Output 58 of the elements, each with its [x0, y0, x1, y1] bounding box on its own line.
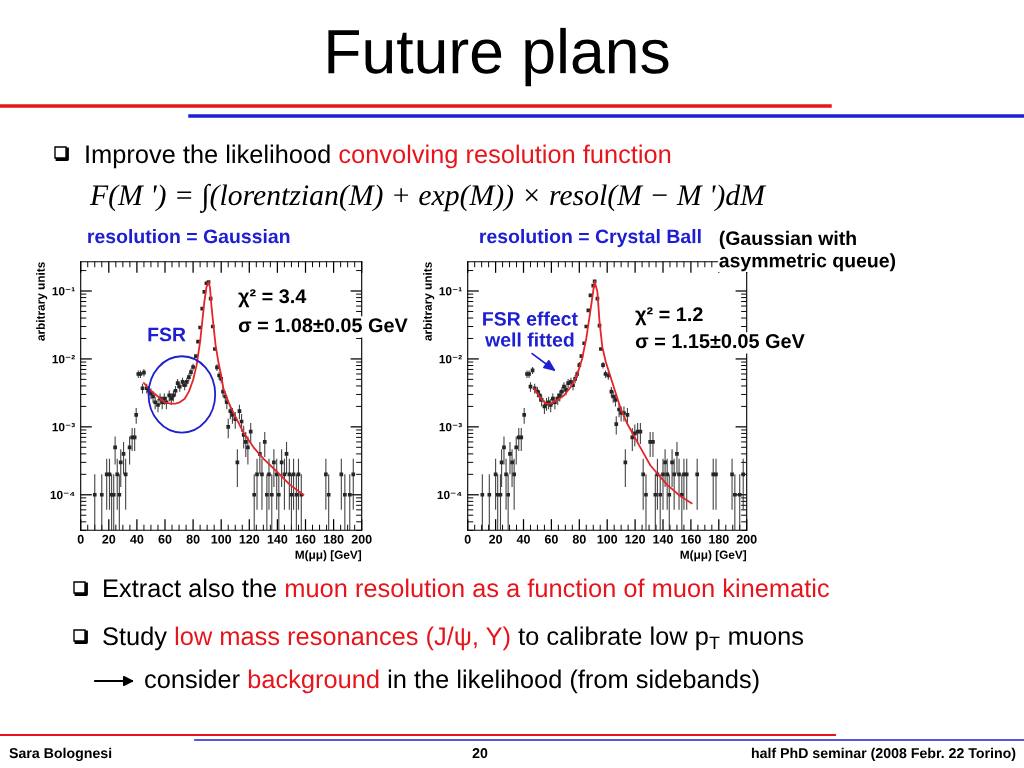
- x-tick-label: 0: [77, 534, 84, 544]
- x-tick-label: 160: [295, 534, 316, 544]
- text: low mass resonances (J/ψ, Υ): [175, 626, 510, 651]
- x-tick-label: 80: [572, 534, 586, 544]
- text: Study: [103, 626, 167, 651]
- y-tick-label: 10⁻²: [439, 354, 462, 364]
- text: Sara Bolognesi: [9, 747, 112, 761]
- x-axis-title: M(μμ) [GeV]: [680, 550, 747, 562]
- x-tick-label: 60: [158, 534, 172, 544]
- chart-title: resolution = Gaussian: [88, 229, 290, 244]
- x-tick-label: 160: [681, 534, 701, 544]
- x-tick-label: 180: [709, 534, 729, 544]
- x-tick-label: 140: [267, 534, 288, 544]
- x-tick-label: 80: [186, 534, 200, 544]
- x-tick-label: 20: [489, 534, 503, 544]
- x-axis-title: M(μμ) [GeV]: [295, 550, 362, 562]
- text: F(M ') = ∫(lorentzian(M) + exp(M)) × resol(M − M ')dM: [89, 183, 767, 213]
- x-tick-label: 180: [323, 534, 344, 544]
- text: Improve the likelihood: [86, 144, 330, 169]
- x-tick-label: 40: [130, 534, 144, 544]
- text: Extract also the: [104, 578, 277, 598]
- chart-title: resolution = Crystal Ball: [480, 229, 701, 248]
- y-tick-label: 10⁻¹: [52, 287, 75, 296]
- y-tick-label: 10⁻⁴: [50, 490, 75, 500]
- text: (Gaussian with asymmetric queue): [719, 230, 896, 272]
- x-tick-label: 0: [464, 534, 471, 544]
- text: consider: [145, 669, 240, 689]
- text: half PhD seminar (2008 Febr. 22 Torino): [751, 747, 1016, 761]
- text: muon resolution as a function of muon kinematic: [285, 578, 829, 598]
- x-tick-label: 120: [625, 534, 646, 544]
- annotation: σ = 1.15±0.05 GeV: [635, 334, 805, 349]
- x-tick-label: 120: [239, 534, 260, 544]
- y-axis-title: arbitrary units: [36, 262, 48, 341]
- x-tick-label: 200: [736, 534, 757, 544]
- y-tick-label: 10⁻¹: [439, 287, 462, 296]
- text: in the likelihood (from sidebands): [388, 669, 759, 694]
- annotation: χ² = 1.2: [635, 307, 703, 326]
- x-tick-label: 40: [516, 534, 530, 544]
- x-tick-label: 200: [351, 534, 372, 544]
- annotation: FSR effect well fitted: [483, 311, 578, 347]
- x-tick-label: 100: [211, 534, 232, 544]
- x-tick-label: 140: [653, 534, 673, 544]
- x-tick-label: 60: [544, 534, 558, 544]
- y-axis-title: arbitrary units: [423, 262, 435, 341]
- x-tick-label: 100: [597, 534, 618, 544]
- x-tick-label: 20: [102, 534, 116, 544]
- annotation: χ² = 3.4: [238, 289, 307, 308]
- y-tick-label: 10⁻²: [52, 354, 75, 364]
- y-tick-label: 10⁻⁴: [437, 490, 462, 500]
- text: Future plans: [328, 27, 669, 87]
- y-tick-label: 10⁻³: [439, 422, 462, 432]
- text: 20: [472, 748, 488, 759]
- text: background: [248, 669, 379, 694]
- annotation: σ = 1.08±0.05 GeV: [238, 318, 408, 333]
- annotation: FSR: [148, 327, 186, 342]
- text: to calibrate low p$_{T}$ muons: [518, 626, 804, 651]
- text: convolving resolution function: [339, 144, 671, 169]
- y-tick-label: 10⁻³: [52, 422, 75, 432]
